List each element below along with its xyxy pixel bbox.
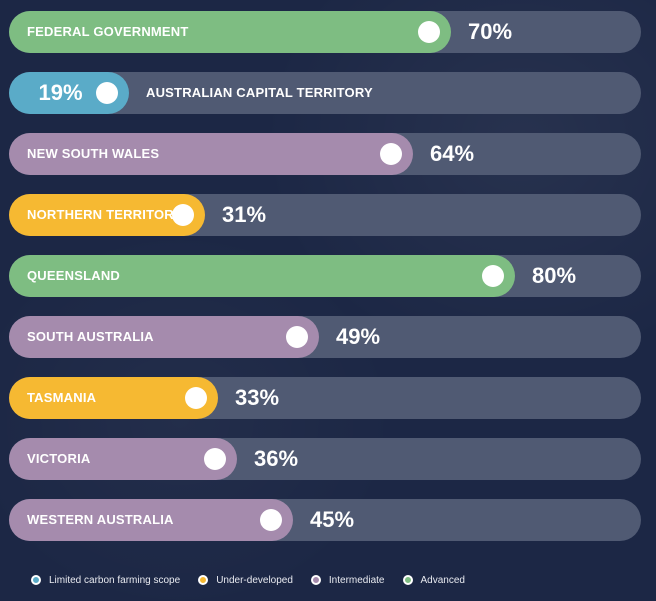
legend-dot-icon (310, 575, 321, 585)
bar-value-label: 64% (430, 141, 475, 166)
bar-fill (9, 255, 515, 297)
bar-row: QUEENSLAND 80% (9, 255, 641, 297)
bar-category-label: TASMANIA (27, 390, 97, 405)
bar-fill (9, 11, 451, 53)
bar-fill (9, 438, 237, 480)
bar-fill (9, 316, 319, 358)
bar-row: WESTERN AUSTRALIA 45% (9, 499, 641, 541)
bar-row: SOUTH AUSTRALIA 49% (9, 316, 641, 358)
bar-value-label: 70% (468, 19, 513, 44)
bar-value-label: 36% (254, 446, 299, 471)
chart-legend: Limited carbon farming scope Under-develo… (31, 571, 483, 589)
legend-label: Limited carbon farming scope (49, 574, 181, 586)
bar-end-knob-icon (260, 509, 282, 531)
legend-item: Under-developed (198, 575, 293, 586)
bar-value-label: 33% (235, 385, 280, 410)
bar-row: FEDERAL GOVERNMENT 70% (9, 11, 641, 53)
legend-item: Limited carbon farming scope (31, 575, 180, 586)
bar-value-label: 31% (222, 202, 267, 227)
bar-row: TASMANIA 33% (9, 377, 641, 419)
bar-end-knob-icon (204, 448, 226, 470)
bar-category-label: NEW SOUTH WALES (27, 146, 160, 161)
bar-end-knob-icon (380, 143, 402, 165)
bar-end-knob-icon (172, 204, 194, 226)
legend-label: Under-developed (216, 574, 293, 586)
bar-category-label: SOUTH AUSTRALIA (27, 329, 154, 344)
bar-row: NEW SOUTH WALES 64% (9, 133, 641, 175)
bar-row: AUSTRALIAN CAPITAL TERRITORY 19% (9, 72, 641, 114)
bar-end-knob-icon (418, 21, 440, 43)
bar-value-label: 45% (310, 507, 355, 532)
bar-end-knob-icon (96, 82, 118, 104)
legend-item: Advanced (402, 574, 465, 586)
bar-value-label: 19% (38, 80, 83, 105)
bar-row: NORTHERN TERRITORY 31% (9, 194, 641, 236)
bar-end-knob-icon (185, 387, 207, 409)
legend-label: Advanced (420, 574, 465, 586)
bar-category-label: NORTHERN TERRITORY (27, 207, 183, 222)
bar-value-label: 80% (532, 263, 577, 288)
bar-value-label: 49% (336, 324, 381, 349)
bar-end-knob-icon (482, 265, 504, 287)
legend-dot-icon (198, 575, 209, 585)
legend-label: Intermediate (328, 574, 385, 586)
bar-category-label: VICTORIA (27, 451, 91, 466)
bar-category-label: WESTERN AUSTRALIA (27, 512, 174, 527)
bar-fill (9, 133, 413, 175)
bar-row: VICTORIA 36% (9, 438, 641, 480)
bar-fill (9, 499, 293, 541)
bar-fill (9, 377, 218, 419)
bar-category-label: FEDERAL GOVERNMENT (27, 24, 189, 39)
bar-category-label: QUEENSLAND (27, 268, 121, 283)
legend-dot-icon (402, 575, 413, 585)
bar-category-label: AUSTRALIAN CAPITAL TERRITORY (146, 85, 373, 100)
bar-end-knob-icon (286, 326, 308, 348)
legend-item: Intermediate (310, 574, 385, 586)
legend-dot-icon (31, 575, 41, 585)
